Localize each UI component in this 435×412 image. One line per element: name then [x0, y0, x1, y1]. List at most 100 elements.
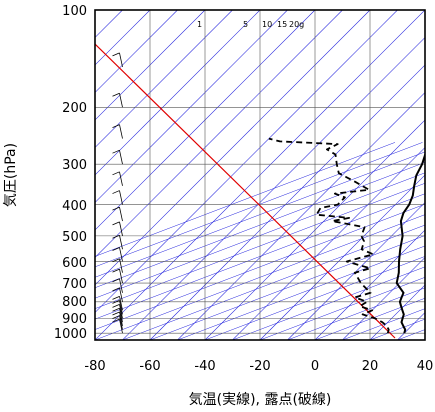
adiabat-line	[177, 245, 425, 340]
wind-barb-staff	[119, 287, 123, 302]
wind-barb-flag	[112, 315, 120, 319]
y-tick-label: 600	[62, 256, 87, 271]
x-tick-label: 40	[417, 359, 434, 374]
y-tick-label: 500	[62, 230, 87, 245]
wind-barb-staff	[119, 278, 123, 293]
wind-barb-staff	[119, 319, 123, 334]
y-tick-label: 800	[62, 295, 87, 310]
isotherm-line	[95, 10, 206, 121]
isotherm-line	[177, 92, 425, 340]
x-axis-title: 気温(実線), 露点(破線)	[189, 392, 332, 408]
adiabat-line	[204, 256, 425, 340]
y-tick-label: 1000	[54, 327, 87, 342]
temperature-line	[395, 151, 425, 334]
isotherm-line	[232, 147, 425, 340]
x-tick-label: 20	[362, 359, 379, 374]
isotherm-line	[122, 37, 425, 340]
wind-barb-flag	[112, 287, 120, 292]
adiabat-line	[287, 287, 425, 340]
wind-barb-flag	[112, 92, 120, 97]
mixing-ratio-labels: 1 5 10 15 20g	[197, 20, 304, 29]
isotherm-line	[342, 257, 425, 340]
mixing-ratio-label: 20g	[289, 20, 304, 29]
mixing-ratio-label: 10	[262, 20, 272, 29]
wind-barb-flag	[112, 171, 120, 176]
isotherm-line	[95, 10, 178, 93]
wind-barb-staff	[119, 311, 123, 327]
adiabat-line	[95, 203, 425, 330]
adiabat-line	[232, 266, 425, 340]
wind-barb-flag	[112, 247, 120, 251]
dewpoint-line	[268, 137, 390, 334]
adiabat-line	[95, 214, 425, 340]
y-axis: 100 200 300 400 500 600 700 800 900 1000	[54, 4, 87, 342]
wind-barb-staff	[119, 296, 123, 311]
isotherm-line	[95, 10, 288, 203]
adiabat-line	[95, 193, 425, 320]
isotherm-line	[259, 174, 425, 340]
wind-barb-staff	[119, 52, 123, 67]
wind-barb-flag	[112, 300, 120, 304]
wind-barb-flag	[112, 295, 120, 300]
isotherm-line	[95, 10, 233, 148]
wind-barb-flag	[112, 221, 120, 226]
y-tick-label: 100	[62, 4, 87, 19]
wind-barb-staff	[119, 247, 123, 262]
isotherm-line	[287, 202, 425, 340]
adiabat-line	[424, 339, 425, 340]
wind-barb-flag	[112, 206, 120, 211]
y-tick-label: 900	[62, 312, 87, 327]
wind-barb-staff	[119, 221, 123, 236]
adiabat-line	[95, 172, 425, 299]
wind-barb-staff	[119, 207, 123, 222]
mixing-ratio-label: 5	[243, 20, 248, 29]
adiabat-line	[95, 151, 425, 278]
x-tick-label: -60	[139, 359, 160, 374]
plot-frame	[94, 9, 426, 341]
adiabat-line	[342, 308, 425, 340]
adiabat-line	[149, 235, 425, 340]
grid-lines	[95, 10, 425, 340]
x-tick-label: 0	[311, 359, 319, 374]
isotherm-line	[424, 339, 425, 340]
adiabat-line	[95, 182, 425, 309]
y-axis-title: 気圧(hPa)	[3, 143, 19, 207]
wind-barb-staff	[119, 190, 123, 205]
reference-line	[95, 43, 396, 339]
wind-barb-staff	[119, 171, 123, 186]
wind-barb-staff	[119, 315, 123, 330]
wind-barb-flag	[112, 318, 120, 323]
adiabat-line	[122, 224, 425, 340]
wind-barb-flag	[112, 303, 120, 308]
x-tick-label: -80	[84, 359, 105, 374]
mixing-ratio-label: 15	[277, 20, 287, 29]
isotherm-line	[95, 10, 261, 176]
wind-barb-flag	[112, 268, 120, 273]
wind-barb-staff	[119, 269, 123, 284]
wind-barb-staff	[119, 93, 123, 108]
wind-barb-flag	[112, 311, 120, 316]
wind-barb-staff	[122, 10, 123, 11]
x-tick-label: -40	[194, 359, 215, 374]
y-tick-label: 200	[62, 101, 87, 116]
y-tick-label: 700	[62, 277, 87, 292]
wind-barb-staff	[119, 124, 123, 139]
wind-barb-flag	[112, 234, 120, 239]
wind-barb-flag	[112, 149, 120, 154]
wind-barb-flag	[112, 190, 120, 194]
adiabat-line	[95, 142, 396, 257]
wind-barb-flag	[112, 52, 120, 57]
mixing-ratio-label: 1	[197, 20, 202, 29]
wind-barb-staff	[119, 308, 123, 323]
wind-barb-flag	[112, 124, 120, 128]
isotherm-line	[95, 10, 398, 313]
adiabat-line	[95, 162, 425, 289]
wind-barb-flag	[112, 307, 120, 312]
wind-barb-staff	[119, 150, 123, 165]
x-axis: -80 -60 -40 -20 0 20 40	[84, 359, 433, 374]
wind-barb-flag	[112, 278, 120, 283]
y-tick-label: 300	[62, 158, 87, 173]
wind-barbs	[112, 10, 123, 334]
wind-barb-staff	[119, 304, 123, 319]
